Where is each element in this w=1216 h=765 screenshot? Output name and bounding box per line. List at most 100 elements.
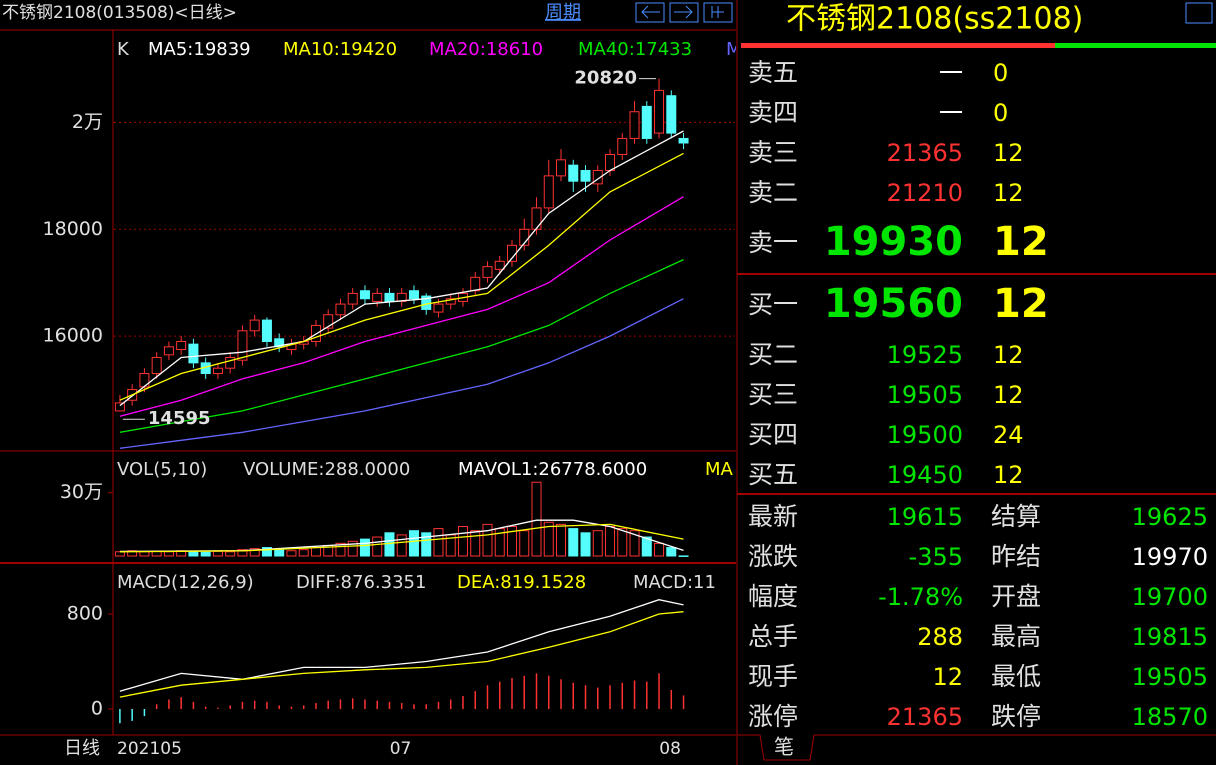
volume-bar [372,536,383,557]
y-tick-label: 0 [91,697,103,719]
volume-bar [396,534,407,557]
indicator-line [119,298,684,449]
candle-body [556,159,567,177]
volume-bar [188,551,199,557]
candle-body [212,367,223,375]
candle-body [568,164,579,182]
volume-bar [384,532,395,557]
legend-entry: MAVOL1:26778.6000 [458,459,647,480]
quote-value: 19700 [1132,583,1208,611]
candle-body [408,290,419,300]
book-price: 21210 [887,179,963,207]
candle-body [151,357,162,375]
volume-bar [249,548,260,557]
candle-body [666,95,677,134]
volume-bar [506,525,517,557]
quote-value: 19815 [1132,623,1208,651]
book-price: 19930 [824,219,963,265]
book-volume: 0 [993,99,1008,127]
volume-bar [200,551,211,557]
book-price: 19450 [887,461,963,489]
quote-value: -1.78% [878,583,963,611]
volume-bar [531,481,542,557]
volume-bar [666,547,677,557]
legend-entry: MACD(12,26,9) [117,572,254,593]
book-volume: 12 [993,281,1049,327]
book-price: 19505 [887,381,963,409]
candle-body [163,346,174,356]
volume-bar [347,540,358,557]
book-label: 买一 [748,290,798,319]
indicator-line [119,152,684,401]
candle-body [580,170,591,182]
quote-label: 涨停 [748,702,798,731]
quote-value: -355 [909,543,963,571]
quote-label: 结算 [991,502,1041,531]
book-label: 买五 [748,460,798,489]
high-annotation: 20820 [574,68,637,89]
volume-bar [678,555,689,557]
legend-entry: MA5:19839 [148,39,251,60]
indicator-line [119,259,684,433]
candle-body [372,292,383,302]
candle-body [543,175,554,209]
y-tick-label: 800 [67,602,103,624]
volume-bar [261,547,272,557]
volume-bar [359,538,370,557]
volume-bar [568,528,579,557]
nav-icons[interactable] [635,2,733,23]
volume-bar [629,530,640,557]
window-icon[interactable] [1185,2,1213,24]
quote-label: 总手 [748,622,798,651]
legend-entry: MA40:17433 [578,39,692,60]
quote-value: 19505 [1132,663,1208,691]
quote-value: 19970 [1132,543,1208,571]
book-price: 21365 [887,139,963,167]
x-tick-label: 07 [390,739,412,759]
volume-bar [335,542,346,557]
quote-value: 288 [917,623,963,651]
book-volume: 12 [993,381,1024,409]
book-volume: 12 [993,341,1024,369]
candle-body [531,207,542,230]
book-volume: 24 [993,421,1024,449]
volume-bar [519,530,530,557]
volume-bar [543,521,554,557]
volume-bar [139,551,150,557]
candle-body [335,303,346,316]
low-annotation: 14595 [148,408,211,429]
quote-label: 最低 [991,662,1041,691]
quote-label: 跌停 [991,702,1041,731]
volume-bar [310,547,321,557]
quote-value: 18570 [1132,703,1208,731]
volume-bar [556,523,567,557]
volume-bar [605,525,616,557]
candle-body [225,357,236,369]
legend-entry: DIFF:876.3351 [296,572,426,593]
candle-body [274,338,285,348]
volume-bar [580,532,591,557]
legend-entry: K [117,39,130,60]
period-button[interactable]: 周期 [545,2,581,23]
candle-body [617,137,628,155]
candle-body [384,292,395,302]
panel-title: 不锈钢2108(ss2108) [786,2,1083,37]
volume-bar [617,528,628,557]
book-price: 一 [939,99,963,127]
period-label: 日线 [64,738,100,759]
book-label: 卖五 [748,58,798,87]
indicator-line [119,130,684,407]
indicator-line [119,611,684,698]
candle-body [592,170,603,185]
candle-body [641,105,652,139]
volume-bar [470,530,481,557]
legend-entry: MACD:11 [633,572,716,593]
book-price: 一 [939,59,963,87]
candle-body [114,402,125,412]
quote-label: 幅度 [748,582,798,611]
y-tick-label: 18000 [43,218,103,240]
candle-body [359,290,370,300]
y-tick-label: 2万 [72,111,103,133]
tab-label[interactable]: 笔 [774,735,794,759]
